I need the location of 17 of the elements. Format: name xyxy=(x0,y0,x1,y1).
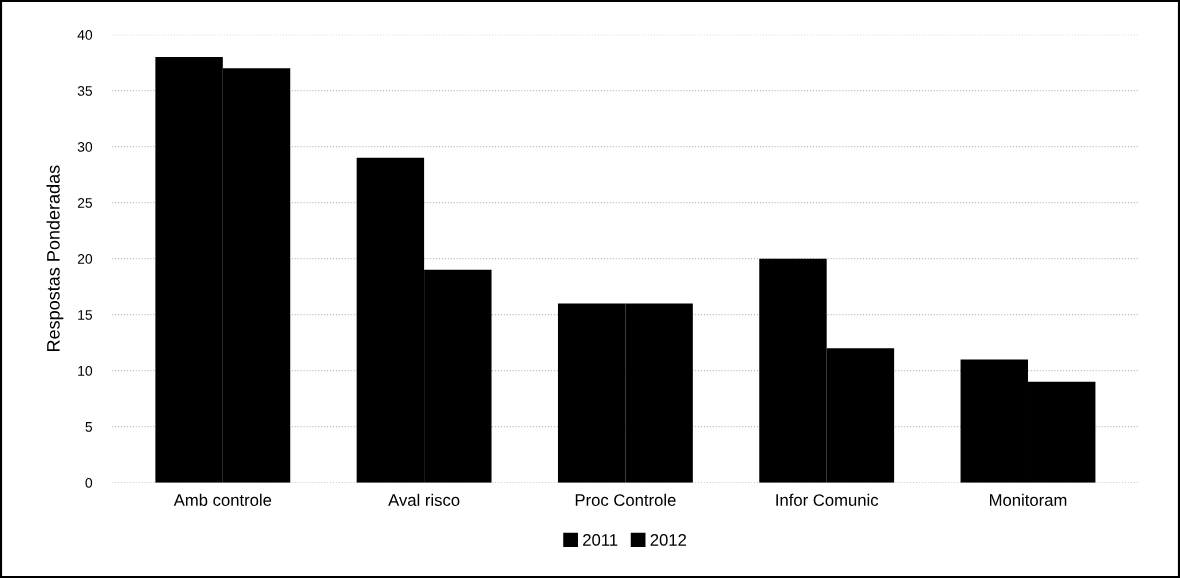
x-tick-label: Monitoram xyxy=(989,493,1067,506)
y-tick-label: 35 xyxy=(77,86,93,96)
y-tick-label: 30 xyxy=(77,142,93,152)
y-tick-label: 20 xyxy=(77,253,93,264)
x-tick-label: Infor Comunic xyxy=(776,493,879,506)
y-tick-label: 0 xyxy=(85,477,93,488)
y-axis-title: Respostas Ponderadas xyxy=(46,165,64,352)
y-tick-label: 40 xyxy=(77,30,93,40)
x-tick-label: Amb controle xyxy=(173,493,272,506)
y-tick-label: 25 xyxy=(77,198,93,208)
y-tick-label: 15 xyxy=(78,310,93,320)
y-tick-label: 10 xyxy=(78,365,93,376)
x-tick-label: Aval risco xyxy=(388,493,460,506)
legend-label: 2011 xyxy=(583,533,618,546)
x-tick-label: Proc Controle xyxy=(575,493,676,506)
y-tick-label: 5 xyxy=(85,422,93,432)
legend-label: 2012 xyxy=(650,533,687,546)
